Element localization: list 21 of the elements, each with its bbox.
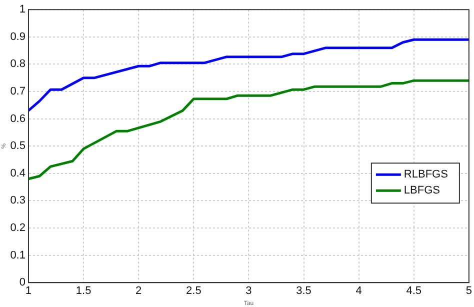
- y-tick-label: 0.5: [10, 140, 26, 152]
- y-tick-label: 0.2: [10, 222, 26, 234]
- y-tick-label: 0.7: [10, 86, 26, 98]
- x-tick-label: 2: [136, 285, 142, 298]
- x-tick-label: 4.5: [406, 285, 422, 298]
- x-tick-label: 3: [246, 285, 252, 298]
- y-tick-label: 0.6: [10, 112, 26, 125]
- x-tick-label: 2.5: [186, 285, 202, 298]
- y-tick-label: 0: [19, 276, 26, 289]
- x-tick-label: 3.5: [296, 285, 312, 298]
- legend-label: RLBFGS: [404, 168, 448, 181]
- y-tick-label: 0.3: [10, 194, 26, 207]
- y-tick-label: 0.4: [10, 167, 26, 180]
- y-tick-label: 0.8: [10, 58, 26, 70]
- y-tick-label: 0.1: [10, 249, 26, 262]
- x-tick-label: 5: [466, 285, 472, 298]
- y-tick-label: 1: [19, 4, 26, 16]
- legend-label: LBFGS: [404, 184, 440, 197]
- x-tick-label: 1.5: [76, 285, 92, 298]
- x-tick-label: 4: [356, 285, 362, 298]
- y-tick-label: 0.9: [10, 30, 26, 43]
